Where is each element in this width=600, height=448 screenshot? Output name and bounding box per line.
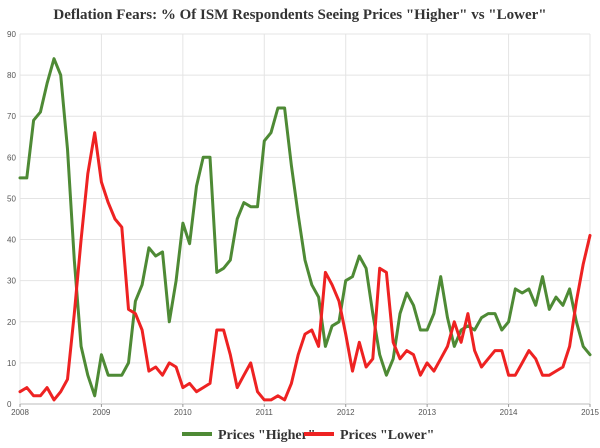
- y-tick-label: 80: [7, 71, 16, 80]
- series-layer: [18, 57, 592, 402]
- x-tick-label: 2014: [500, 408, 518, 417]
- legend-label-lower: Prices "Lower": [340, 428, 434, 443]
- x-tick-label: 2010: [174, 408, 192, 417]
- y-tick-label: 60: [7, 153, 16, 162]
- x-tick-label: 2013: [418, 408, 436, 417]
- y-tick-label: 10: [7, 359, 16, 368]
- x-tick-label: 2009: [93, 408, 111, 417]
- y-tick-label: 20: [7, 318, 16, 327]
- y-tick-label: 70: [7, 112, 16, 121]
- chart-title: Deflation Fears: % Of ISM Respondents Se…: [53, 7, 546, 23]
- series-line-higher: [18, 57, 592, 398]
- y-tick-label: 30: [7, 277, 16, 286]
- x-tick-label: 2012: [337, 408, 355, 417]
- x-axis: 2008 2009 2010 2011 2012 2013 2014 2015: [11, 404, 599, 417]
- y-tick-label: 0: [7, 400, 12, 409]
- grid: [19, 33, 591, 405]
- y-tick-label: 40: [7, 236, 16, 245]
- x-tick-label: 2008: [11, 408, 29, 417]
- y-tick-label: 90: [7, 30, 16, 39]
- x-tick-label: 2015: [581, 408, 599, 417]
- x-tick-label: 2011: [256, 408, 274, 417]
- legend: Prices "Higher" Prices "Lower": [182, 428, 434, 443]
- y-axis: 0 10 20 30 40 50 60 70 80 90: [7, 30, 16, 409]
- legend-label-higher: Prices "Higher": [218, 428, 316, 443]
- y-tick-label: 50: [7, 194, 16, 203]
- series-line-lower: [18, 131, 592, 402]
